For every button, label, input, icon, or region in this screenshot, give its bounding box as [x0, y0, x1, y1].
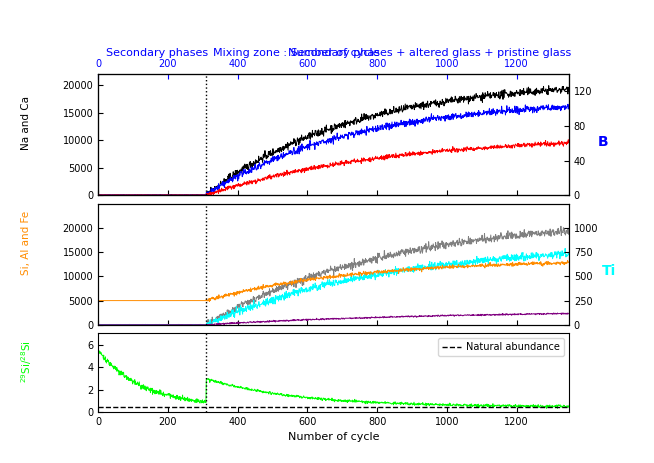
Text: Secondary phases: Secondary phases [106, 48, 208, 58]
Y-axis label: B: B [598, 135, 609, 149]
Y-axis label: Ti: Ti [602, 264, 617, 278]
Legend: Natural abundance: Natural abundance [438, 338, 564, 356]
Text: Si, Al and Fe: Si, Al and Fe [21, 211, 31, 275]
X-axis label: Number of cycle: Number of cycle [288, 49, 379, 58]
X-axis label: Number of cycle: Number of cycle [288, 432, 379, 443]
Text: Mixing zone : Secondary phases + altered glass + pristine glass: Mixing zone : Secondary phases + altered… [213, 48, 572, 58]
Text: Na and Ca: Na and Ca [21, 96, 31, 150]
Text: $^{29}$Si/$^{28}$Si: $^{29}$Si/$^{28}$Si [19, 340, 33, 382]
